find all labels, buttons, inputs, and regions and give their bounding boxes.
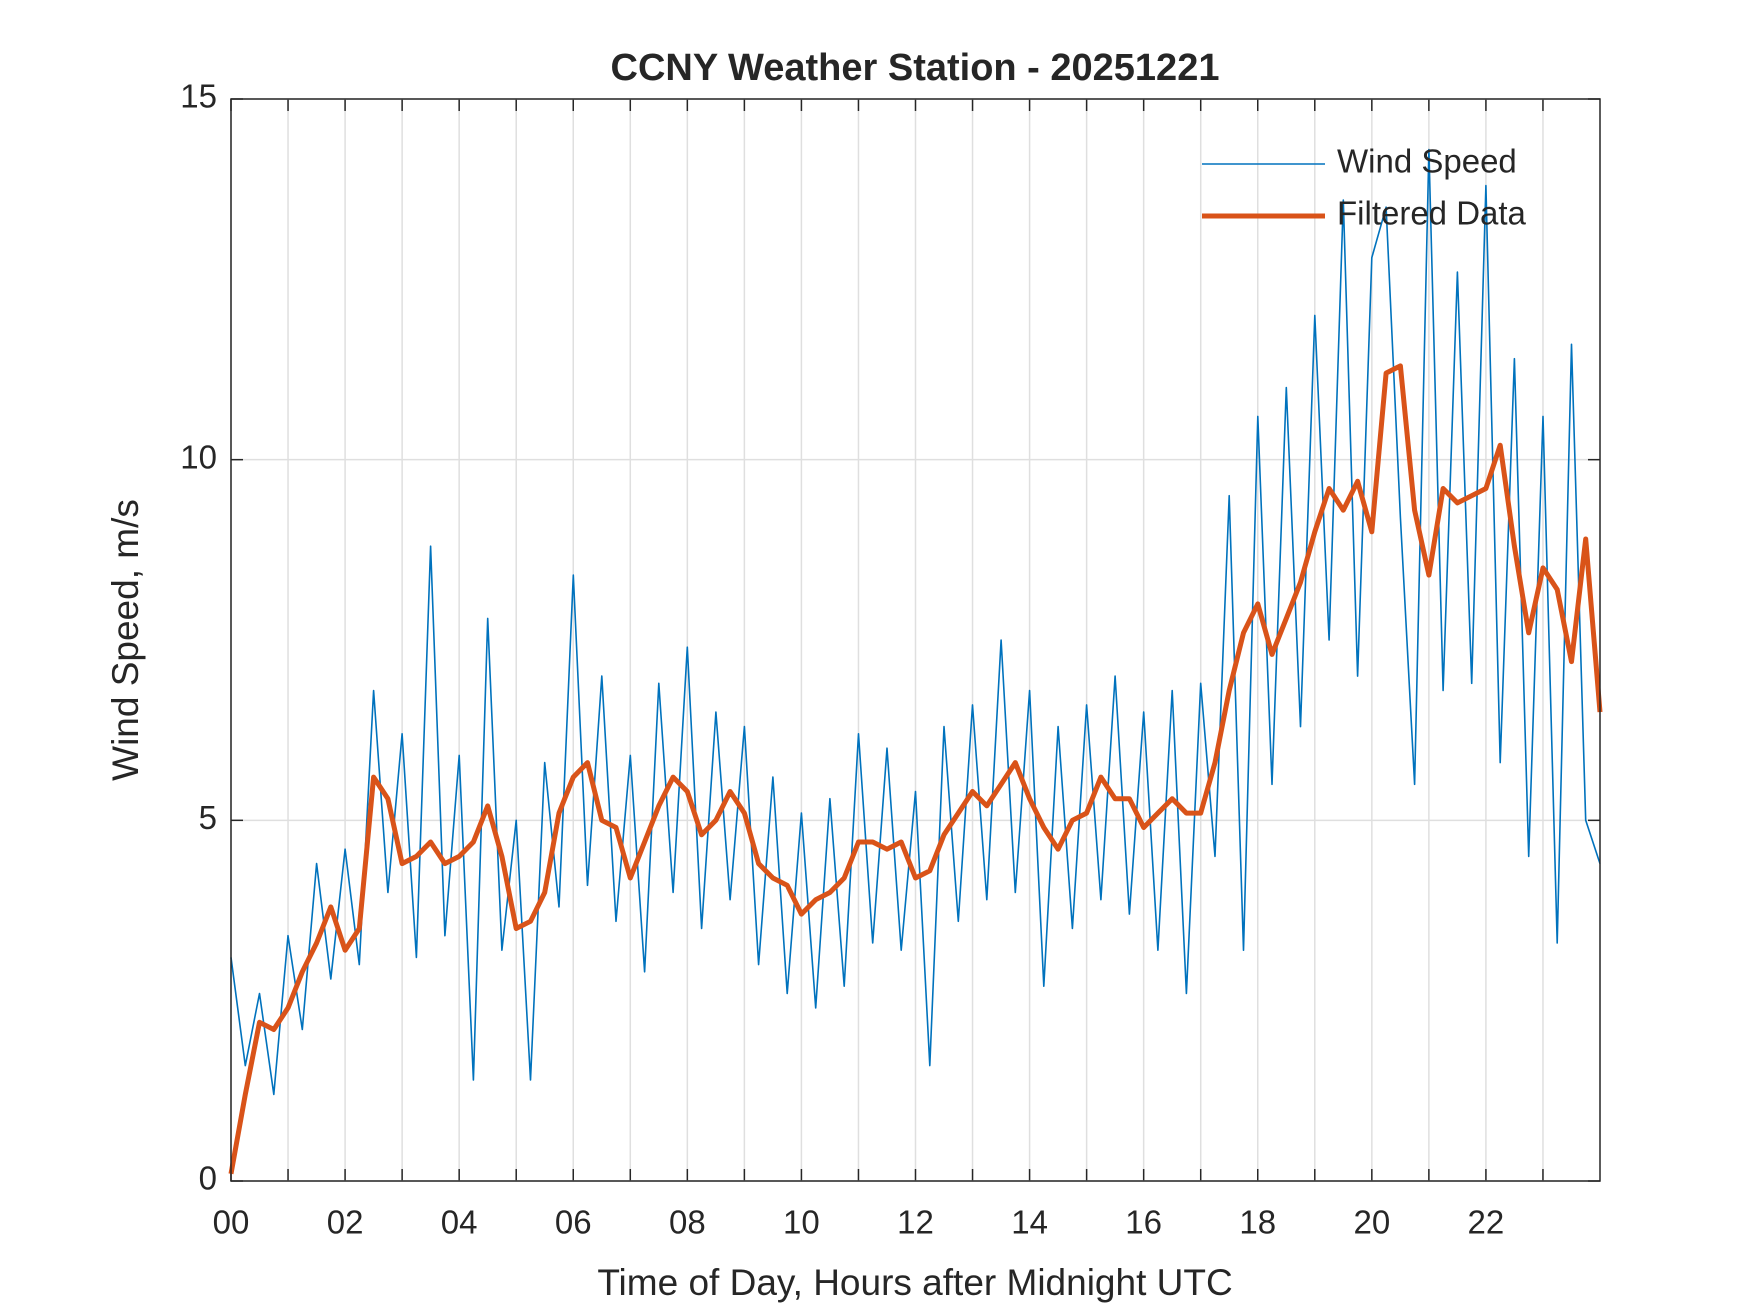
x-tick-label: 22 — [1468, 1204, 1505, 1241]
data-line — [230, 148, 1601, 1096]
y-tick-label: 0 — [199, 1160, 217, 1197]
data-line — [228, 363, 1603, 1175]
legend-label: Filtered Data — [1337, 195, 1527, 232]
y-tick-label: 10 — [180, 438, 217, 475]
x-axis-label: Time of Day, Hours after Midnight UTC — [597, 1262, 1232, 1303]
x-tick-label: 08 — [669, 1204, 706, 1241]
x-tick-label: 12 — [897, 1204, 934, 1241]
x-tick-label: 06 — [555, 1204, 592, 1241]
x-tick-label: 14 — [1011, 1204, 1048, 1241]
y-tick-label: 15 — [180, 78, 217, 115]
x-tick-label: 18 — [1239, 1204, 1276, 1241]
x-tick-label: 04 — [441, 1204, 478, 1241]
x-tick-label: 20 — [1353, 1204, 1390, 1241]
y-tick-label: 5 — [199, 799, 217, 836]
legend-label: Wind Speed — [1337, 143, 1517, 180]
axes-box — [230, 98, 1601, 1182]
x-tick-label: 10 — [783, 1204, 820, 1241]
y-axis-label: Wind Speed, m/s — [105, 499, 146, 781]
chart-title: CCNY Weather Station - 20251221 — [611, 47, 1220, 89]
x-tick-label: 02 — [327, 1204, 364, 1241]
x-tick-label: 16 — [1125, 1204, 1162, 1241]
x-tick-label: 00 — [213, 1204, 250, 1241]
